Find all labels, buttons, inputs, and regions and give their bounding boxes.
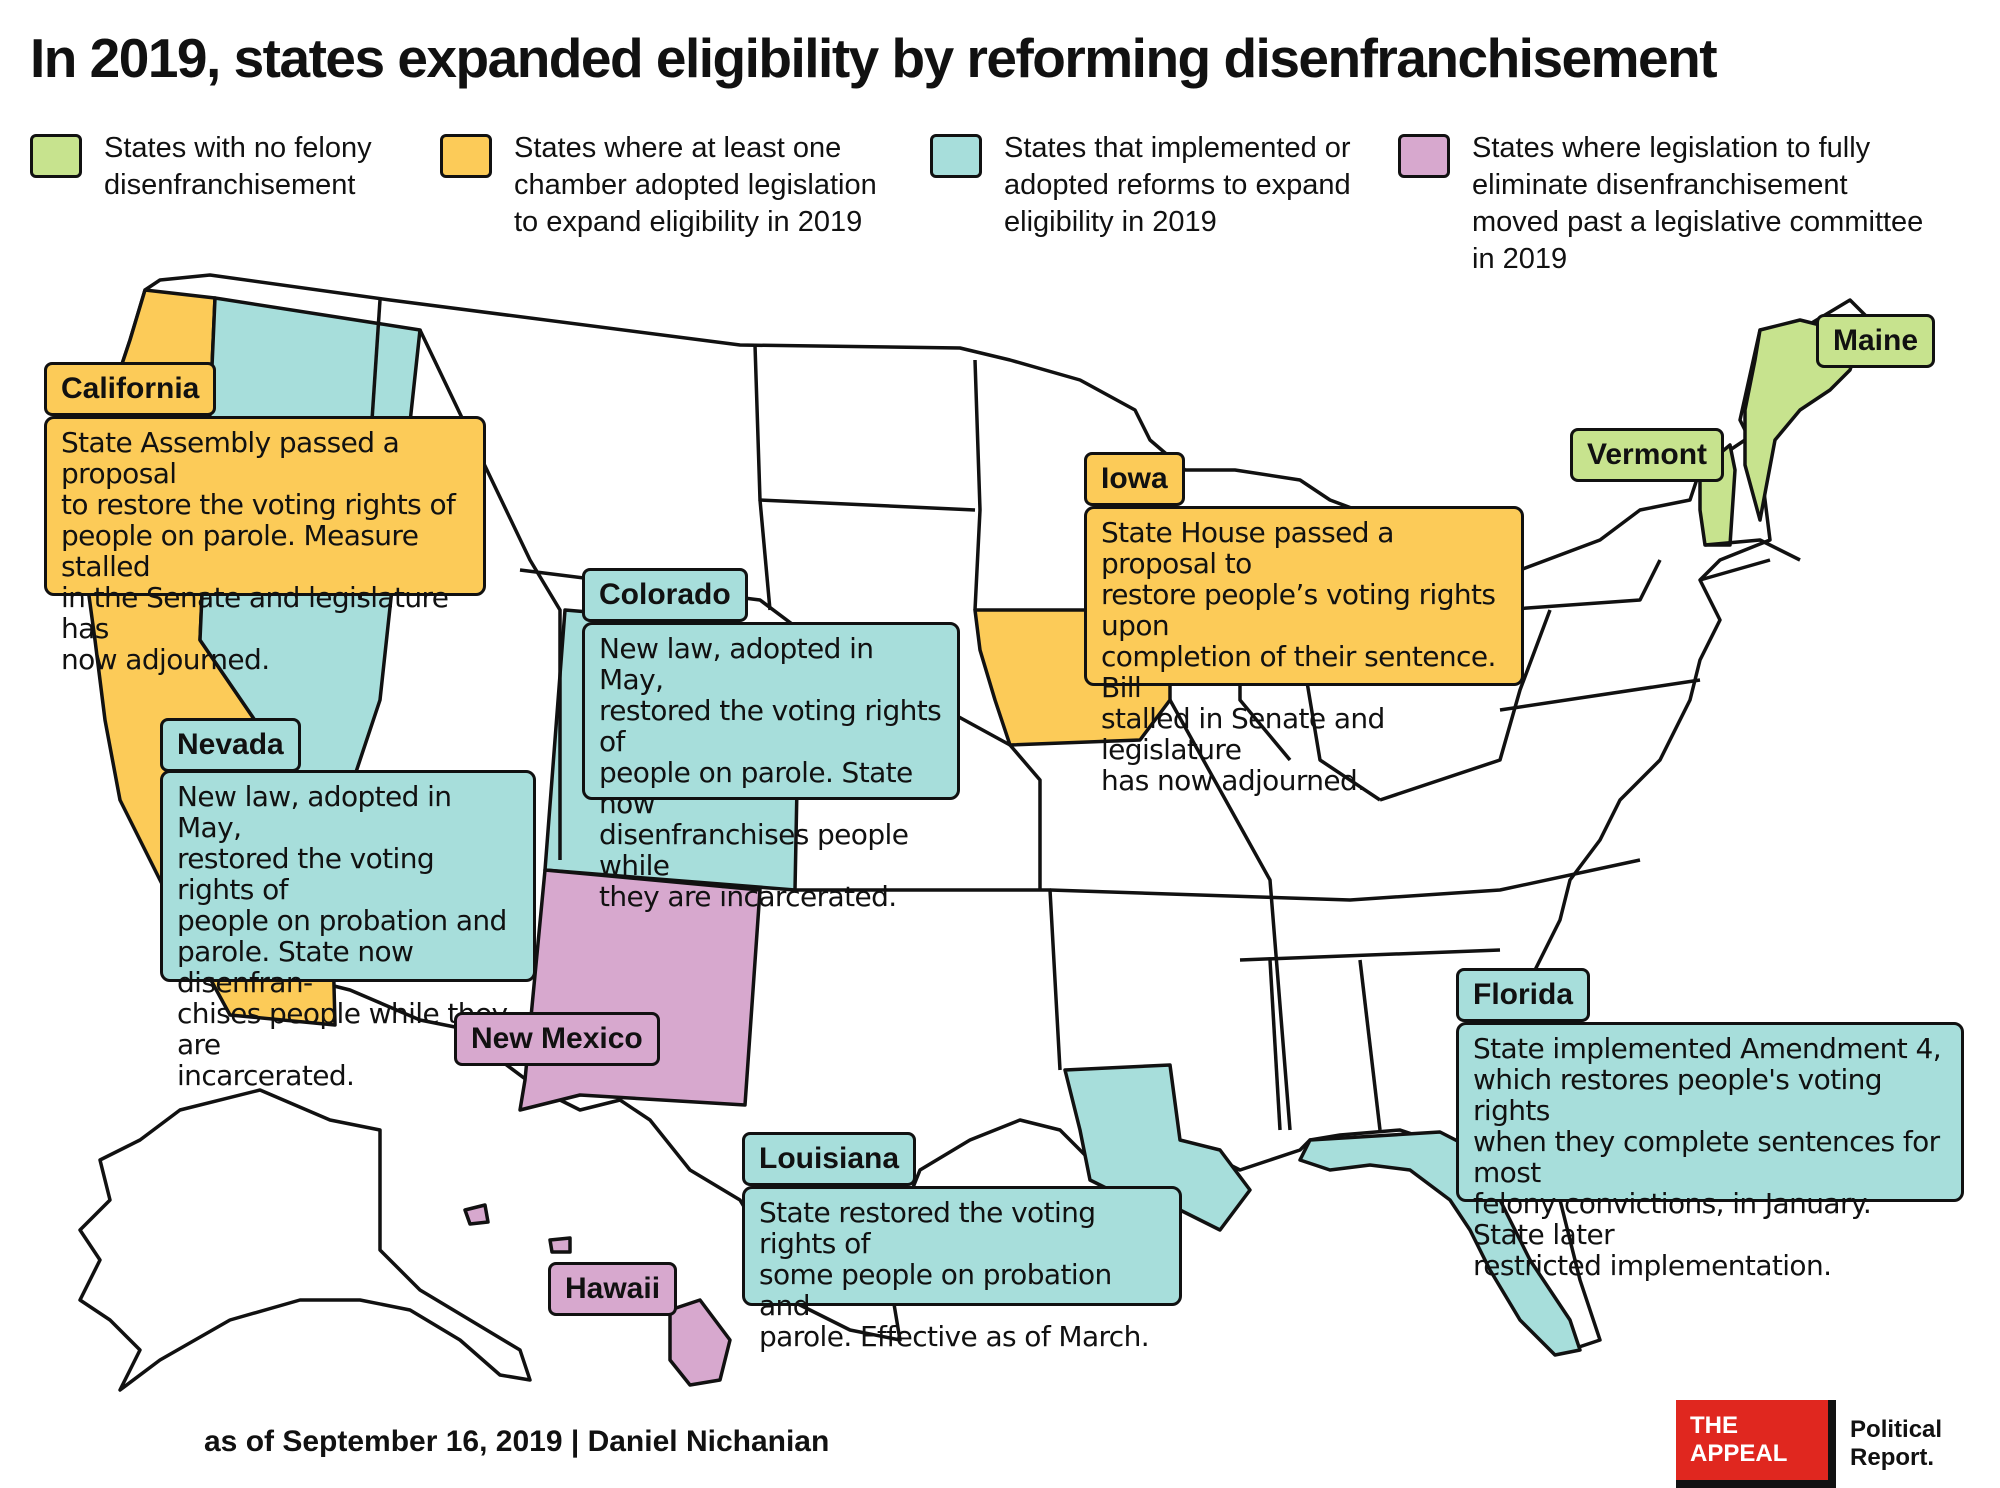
callout-box-colorado: New law, adopted in May, restored the vo… (582, 622, 960, 912)
legend-swatch-purple (1398, 134, 1450, 178)
legend-swatch-teal (930, 134, 982, 178)
legend-item-one-chamber: States where at least one chamber adopte… (440, 130, 877, 241)
callout-tag-louisiana: Louisiana (742, 1132, 917, 1186)
legend-item-committee: States where legislation to fully elimin… (1398, 130, 1923, 278)
state-hawaii-kauai (463, 1203, 490, 1226)
map-title: In 2019, states expanded eligibility by … (30, 27, 1718, 89)
legend-label-teal: States that implemented or adopted refor… (1004, 132, 1351, 238)
callout-box-nevada: New law, adopted in May, restored the vo… (160, 770, 536, 1091)
callout-box-louisiana: State restored the voting rights of some… (742, 1186, 1182, 1352)
callout-tag-new-mexico: New Mexico (454, 1012, 660, 1066)
callout-tag-colorado: Colorado (582, 568, 748, 622)
legend-swatch-yellow (440, 134, 492, 178)
callout-tag-maine: Maine (1816, 314, 1936, 368)
legend-item-no-disenfranchisement: States with no felony disenfranchisement (30, 130, 372, 204)
credit-line: as of September 16, 2019 | Daniel Nichan… (204, 1425, 830, 1458)
legend-item-implemented: States that implemented or adopted refor… (930, 130, 1351, 241)
callout-tag-nevada: Nevada (160, 718, 301, 772)
callout-box-iowa: State House passed a proposal to restore… (1084, 506, 1524, 796)
callout-box-california: State Assembly passed a proposal to rest… (44, 416, 486, 675)
legend-swatch-green (30, 134, 82, 178)
callout-tag-california: California (44, 362, 217, 416)
legend-label-yellow: States where at least one chamber adopte… (514, 132, 877, 238)
political-report-logo-text: Political Report. (1850, 1416, 1943, 1471)
callout-tag-hawaii: Hawaii (548, 1262, 678, 1316)
state-hawaii-big-island (668, 1298, 732, 1387)
alaska-shape (78, 1088, 532, 1392)
publisher-logo: THE APPEAL Political Report. (1676, 1400, 2000, 1488)
the-appeal-logo-mark: THE APPEAL (1676, 1400, 1837, 1488)
legend-label-purple: States where legislation to fully elimin… (1472, 132, 1924, 275)
state-hawaii-oahu (548, 1236, 572, 1254)
callout-tag-iowa: Iowa (1084, 452, 1185, 506)
callout-tag-florida: Florida (1456, 968, 1591, 1022)
callout-box-florida: State implemented Amendment 4, which res… (1456, 1022, 1964, 1281)
callout-tag-vermont: Vermont (1570, 428, 1725, 482)
legend-label-green: States with no felony disenfranchisement (104, 132, 372, 201)
